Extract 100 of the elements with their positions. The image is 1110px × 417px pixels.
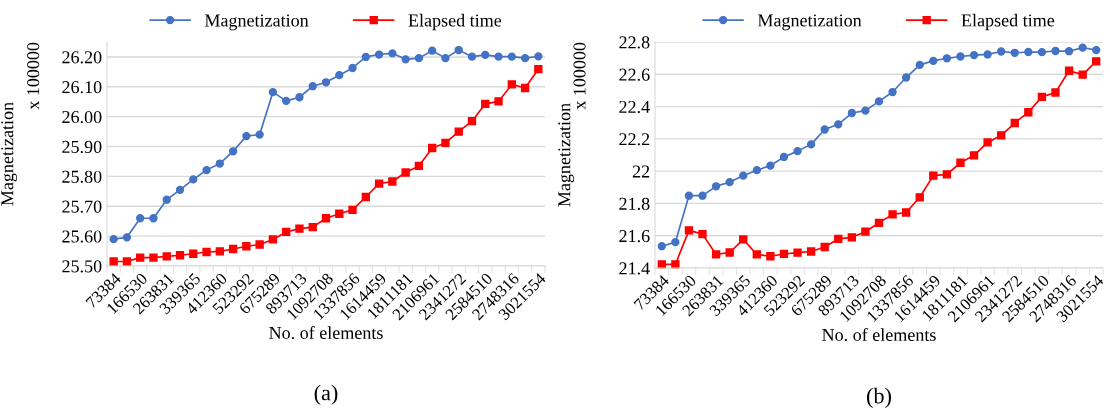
- point: [1078, 43, 1087, 52]
- point: [929, 171, 938, 180]
- point: [507, 80, 516, 89]
- point: [725, 248, 734, 257]
- legend-label: Magnetization: [204, 14, 309, 31]
- point: [997, 131, 1006, 140]
- point: [268, 235, 278, 244]
- point: [1092, 57, 1101, 66]
- point: [806, 140, 816, 149]
- point: [295, 93, 304, 102]
- legend-label: Elapsed time: [961, 13, 1055, 31]
- point: [335, 70, 344, 80]
- point: [1010, 118, 1019, 128]
- point: [374, 179, 384, 188]
- point: [321, 214, 331, 223]
- point: [1037, 92, 1047, 102]
- point: [388, 49, 397, 58]
- point: [942, 170, 952, 179]
- point: [969, 151, 979, 160]
- point: [983, 138, 992, 147]
- point: [915, 193, 924, 202]
- point: [684, 226, 694, 235]
- point: [1010, 48, 1019, 57]
- point: [454, 45, 463, 55]
- point: [215, 247, 224, 256]
- point: [401, 168, 410, 177]
- point: [308, 82, 317, 91]
- point: [956, 52, 965, 61]
- text: (a): [314, 384, 338, 405]
- point: [711, 250, 721, 259]
- point: [494, 52, 503, 61]
- point: [861, 106, 870, 115]
- point: [793, 146, 802, 156]
- point: [956, 158, 965, 167]
- point: [454, 127, 463, 136]
- point: [766, 252, 775, 261]
- text: (b): [867, 387, 891, 408]
- y-tick-label: 22.6: [619, 68, 650, 81]
- point: [834, 234, 843, 244]
- legend-label: Elapsed time: [408, 13, 502, 31]
- point: [915, 60, 924, 70]
- point: [295, 224, 304, 233]
- point: [671, 238, 680, 247]
- point: [136, 253, 145, 262]
- point: [657, 242, 666, 251]
- point: [189, 249, 198, 258]
- point: [698, 191, 707, 200]
- point: [122, 233, 132, 242]
- point: [215, 159, 224, 168]
- point: [1092, 45, 1101, 55]
- point: [228, 244, 238, 254]
- point: [282, 227, 291, 237]
- point: [847, 108, 857, 118]
- point: [282, 96, 291, 106]
- point: [441, 53, 450, 63]
- point: [388, 177, 397, 186]
- point: [874, 218, 884, 227]
- y-tick-label: 26.00: [62, 110, 102, 124]
- point: [136, 214, 145, 223]
- point: [820, 125, 829, 134]
- text: x 100000: [27, 42, 40, 110]
- legend-label: Magnetization: [757, 14, 862, 31]
- x-axis-title: No. of elements: [822, 328, 936, 342]
- point: [175, 185, 185, 195]
- point: [467, 52, 477, 61]
- point: [1024, 47, 1033, 57]
- point: [268, 88, 278, 97]
- point: [374, 50, 384, 59]
- point: [983, 50, 992, 59]
- point: [507, 52, 516, 61]
- point: [1037, 48, 1047, 57]
- point: [162, 252, 171, 261]
- y-tick-label: 22.2: [619, 133, 650, 146]
- point: [901, 208, 911, 217]
- point: [242, 131, 251, 141]
- y-tick-label: 21.4: [619, 262, 650, 275]
- point: [109, 257, 118, 266]
- point: [534, 52, 543, 61]
- point: [520, 53, 530, 63]
- point: [428, 46, 437, 55]
- point: [671, 260, 680, 269]
- point: [847, 233, 857, 242]
- point: [321, 78, 331, 87]
- y-tick-label: 25.90: [62, 140, 102, 154]
- point: [752, 166, 761, 175]
- point: [189, 175, 198, 184]
- point: [401, 55, 410, 64]
- point: [684, 191, 694, 200]
- point: [149, 214, 158, 223]
- y-axis-title: Magnetization: [1, 102, 18, 206]
- point: [520, 83, 530, 93]
- point: [428, 143, 437, 153]
- point: [806, 247, 816, 256]
- point: [361, 192, 370, 202]
- point: [1078, 70, 1087, 79]
- point: [1064, 66, 1074, 75]
- point: [739, 235, 748, 244]
- point: [942, 54, 952, 63]
- point: [997, 47, 1006, 56]
- point: [888, 210, 897, 219]
